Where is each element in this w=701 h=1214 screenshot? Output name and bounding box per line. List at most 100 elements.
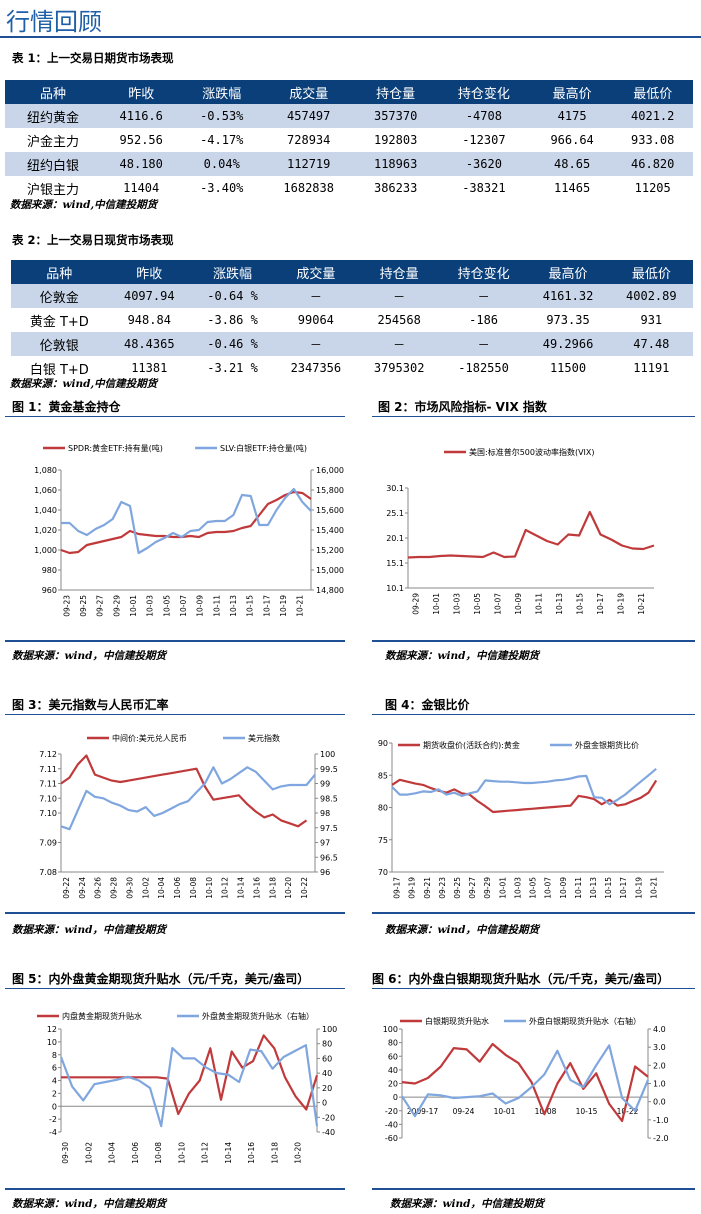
fig4-caption: 图 4：金银比价 [385, 698, 470, 712]
table-header-cell: 成交量 [274, 260, 358, 284]
x-tick-label: 09-19 [408, 877, 417, 899]
x-tick-label: 09-25 [79, 595, 88, 617]
y2-tick-label: 2.0 [653, 1061, 666, 1070]
y-tick-label: 0 [393, 1093, 398, 1102]
table-cell: 沪金主力 [26, 134, 79, 150]
table-cell: 纽约黄金 [5, 104, 101, 128]
x-tick-label: 09-27 [468, 877, 477, 899]
fig1-caption: 图 1：黄金基金持仓 [12, 400, 121, 414]
y2-tick-label: 16,000 [316, 466, 344, 475]
fig4-source-rule [372, 912, 695, 914]
x-tick-label: 2009-17 [407, 1107, 439, 1116]
table-cell: 4097.94 [107, 284, 191, 308]
series-line-1 [60, 490, 312, 555]
x-tick-label: 10-19 [279, 595, 288, 617]
y2-tick-label: 100 [320, 750, 335, 759]
table-cell: 伦敦银 [11, 332, 108, 356]
x-tick-label: 10-21 [296, 595, 305, 617]
x-tick-label: 10-02 [84, 1142, 93, 1164]
y-tick-label: 30.1 [386, 484, 404, 493]
x-tick-label: 10-13 [229, 595, 238, 617]
table-cell: 纽约白银 [5, 152, 101, 176]
y-tick-label: 100 [383, 1025, 398, 1034]
y-tick-label: 1,060 [34, 486, 57, 495]
table-cell: 4161.32 [526, 284, 610, 308]
x-tick-label: 10-19 [616, 593, 625, 615]
x-tick-label: 09-29 [411, 593, 420, 615]
y2-tick-label: 15,200 [316, 546, 344, 555]
y2-tick-label: 14,800 [316, 586, 344, 595]
legend-label-1: 内盘黄金期现货升贴水 [62, 1011, 142, 1021]
x-tick-label: 10-15 [576, 1107, 598, 1116]
table-cell: -0.53% [181, 104, 263, 128]
y-tick-label: 20 [388, 1080, 398, 1089]
table-header-cell: 品种 [5, 80, 101, 104]
y-tick-label: -60 [385, 1134, 398, 1143]
table1-caption: 表 1：上一交易日期货市场表现 [12, 51, 174, 65]
y-tick-label: -40 [385, 1120, 398, 1129]
table-cell: 48.4365 [107, 332, 191, 356]
x-tick-label: 09-29 [112, 595, 121, 617]
page-title: 行情回顾 [6, 8, 102, 36]
y2-tick-label: -40 [322, 1128, 335, 1137]
table-cell: 728934 [287, 133, 331, 147]
y-tick-label: 70 [378, 868, 388, 877]
y-tick-label: 960 [42, 586, 57, 595]
y-tick-label: 7.10 [39, 794, 57, 803]
table-cell: － [440, 284, 527, 308]
table-cell: 4021.2 [612, 104, 693, 128]
legend-label-2: 美元指数 [248, 733, 280, 743]
table-header-cell: 最高价 [526, 260, 610, 284]
y2-tick-label: 4.0 [653, 1025, 666, 1034]
x-tick-label: 10-22 [617, 1107, 639, 1116]
fig2-source: 数据来源：wind，中信建投期货 [385, 650, 540, 662]
table-cell: 931 [640, 313, 663, 327]
y2-tick-label: 98.5 [320, 794, 338, 803]
spot-table: 品种 昨收 涨跌幅 成交量 持仓量 持仓变化 最高价 最低价 伦敦金 4097.94 -0.64 … [11, 260, 693, 380]
table-cell: -0.64 % [190, 284, 275, 308]
x-tick-label: 10-07 [544, 877, 553, 899]
y-tick-label: 85 [378, 771, 388, 780]
x-tick-label: 10-05 [162, 595, 171, 617]
y-tick-label: 8 [52, 1051, 57, 1060]
table-cell: 11381 [131, 361, 168, 375]
x-tick-label: 10-17 [262, 595, 271, 617]
table1-source: 数据来源：wind,中信建投期货 [10, 199, 158, 211]
series-line-1 [391, 778, 658, 814]
x-tick-label: 10-21 [637, 593, 646, 615]
fig4-caption-rule [372, 714, 695, 715]
x-tick-label: 09-23 [438, 877, 447, 899]
fig6-source: 数据来源：wind，中信建投期货 [390, 1198, 545, 1210]
legend-label-1: 中间价:美元兑人民币 [112, 733, 187, 743]
x-tick-label: 10-10 [177, 1142, 186, 1164]
x-tick-label: 10-01 [129, 595, 138, 617]
x-tick-label: 09-24 [78, 877, 87, 899]
y-tick-label: 1,080 [34, 466, 57, 475]
series-line-2 [391, 767, 657, 806]
series-line-2 [401, 1044, 650, 1118]
table-row: 沪银主力 11404 -3.40% 1682838 386233 -38321 11465 1… [5, 176, 693, 200]
table-cell: 11404 [123, 181, 160, 195]
table-cell: － [357, 284, 441, 308]
table-header-cell: 最低价 [609, 260, 693, 284]
table-cell: 黄金 T+D [29, 314, 89, 330]
x-tick-label: 10-12 [221, 877, 230, 899]
y2-tick-label: -2.0 [653, 1134, 669, 1143]
legend-label-1: 期货收盘价(活跃合约):黄金 [423, 740, 520, 750]
y-tick-label: 10.1 [386, 584, 404, 593]
fig1-chart: 960 980 1,000 1,020 1,040 1,060 1,080 14,800 15,… [34, 443, 344, 617]
table-header-cell: 最高价 [531, 80, 613, 104]
series-line-1 [60, 754, 308, 828]
table-cell: 457497 [262, 104, 356, 128]
x-tick-label: 10-09 [196, 595, 205, 617]
futures-table: 品种 昨收 涨跌幅 成交量 持仓量 持仓变化 最高价 最低价 纽约黄金 4116.6 -0.53%… [5, 80, 693, 200]
table-cell: 386233 [373, 181, 418, 195]
table-cell: 11191 [633, 361, 670, 375]
table-cell: 2347356 [290, 361, 342, 375]
x-tick-label: 10-05 [529, 877, 538, 899]
table-cell: -0.46 % [190, 332, 275, 356]
fig3-source: 数据来源：wind，中信建投期货 [12, 924, 167, 936]
table-header-cell: 持仓变化 [435, 80, 532, 104]
table-cell: -3620 [435, 152, 532, 176]
fig3-caption: 图 3：美元指数与人民币汇率 [12, 698, 169, 712]
